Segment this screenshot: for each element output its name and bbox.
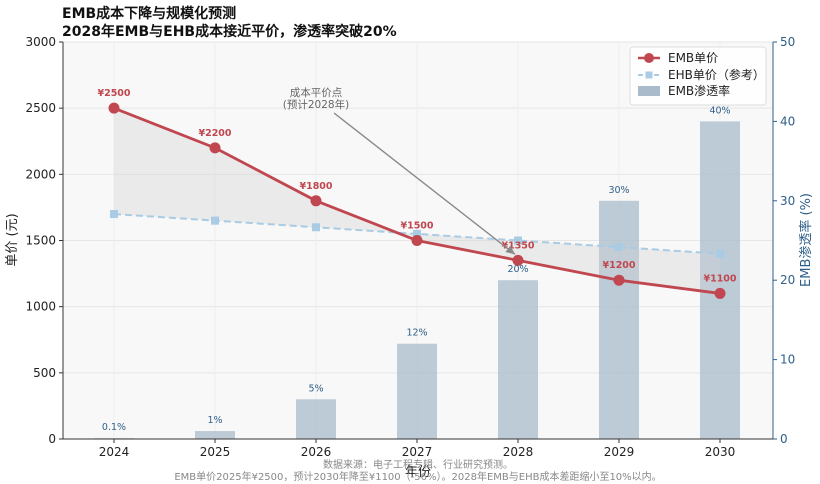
price-lines [108,102,726,299]
y-tick-label-left: 3000 [25,35,56,49]
ehb-point-2027 [413,229,421,238]
emb-label-2027: ¥1500 [400,221,433,232]
emb-point-2026 [310,195,322,207]
x-tick-label: 2024 [99,445,130,459]
legend-bar-swatch [638,86,660,96]
penetration-bars [94,121,740,440]
legend-bar-label: EMB渗透率 [668,83,730,98]
emb-point-2025 [209,142,221,154]
bar-label-2024: 0.1% [102,422,126,433]
y-tick-label-right: 30 [780,194,795,208]
bar-label-2028: 20% [507,264,528,275]
annotation-arrow [333,112,516,255]
y-tick-label-left: 2500 [25,101,56,115]
emb-label-2024: ¥2500 [97,88,130,99]
source-line-1: 数据来源：电子工程专辑、行业研究预测。 [323,458,513,471]
bar-2029 [599,200,639,439]
x-tick-label: 2025 [200,445,231,459]
legend: EMB单价 EHB单价（参考） EMB渗透率 [629,46,767,106]
ehb-point-2028 [514,236,522,245]
bar-2025 [195,431,235,439]
cost-gap-fill [114,108,720,294]
chart-title: EMB成本下降与规模化预测 [62,5,236,22]
bar-2028 [498,280,538,439]
y-tick-label-left: 1000 [25,300,56,314]
annotation: 成本平价点 (预计2028年) [283,86,516,255]
emb-point-2029 [613,274,625,286]
bar-label-2030: 40% [709,105,730,116]
legend-emb-marker [644,53,654,63]
bar-2030 [700,121,740,440]
y-tick-label-right: 50 [780,35,795,49]
data-labels: 0.1% 1% 5% 12% 20% 30% 40% ¥2500 ¥2200 ¥1800 ¥1500… [97,88,736,433]
annotation-arrowhead [505,245,515,255]
y-tick-label-left: 0 [48,432,56,446]
bar-2026 [296,399,336,439]
bar-2027 [397,343,437,439]
y-tick-label-right: 0 [780,432,788,446]
x-tick-label: 2030 [705,445,736,459]
bar-label-2026: 5% [308,383,323,394]
emb-label-2026: ¥1800 [299,181,332,192]
x-tick-label: 2028 [503,445,534,459]
emb-label-2029: ¥1200 [602,260,635,271]
emb-label-2025: ¥2200 [198,128,231,139]
x-tick-label: 2029 [604,445,635,459]
emb-point-2024 [108,102,120,114]
legend-ehb-marker [645,71,653,79]
y-axis-label-left: 单价 (元) [5,213,20,266]
emb-point-2030 [714,287,726,299]
gap-area [114,108,720,294]
ehb-point-2026 [312,223,320,232]
y-tick-label-right: 40 [780,114,795,128]
x-tick-label: 2027 [402,445,433,459]
bar-label-2029: 30% [608,185,629,196]
emb-label-2030: ¥1100 [703,273,736,284]
bar-label-2027: 12% [406,328,427,339]
ehb-point-2025 [211,216,219,225]
y-tick-label-right: 10 [780,353,795,367]
annotation-line-2: (预计2028年) [283,98,349,111]
x-axis-label: 年份 [405,465,431,480]
ehb-point-2030 [716,249,724,258]
y-tick-label-right: 20 [780,273,795,287]
emb-label-2028: ¥1350 [501,240,534,251]
ehb-point-2029 [615,243,623,252]
emb-point-2028 [512,254,524,266]
y-tick-label-left: 1500 [25,234,56,248]
legend-ehb-label: EHB单价（参考） [668,67,765,82]
legend-box [629,46,767,106]
annotation-line-1: 成本平价点 [290,86,343,99]
source-line-2: EMB单价2025年¥2500，预计2030年降至¥1100（-56%）。202… [174,470,661,483]
legend-emb-label: EMB单价 [668,51,718,65]
x-tick-label: 2026 [301,445,332,459]
chart-subtitle: 2028年EMB与EHB成本接近平价，渗透率突破20% [62,23,397,40]
bar-label-2025: 1% [207,415,222,426]
ehb-point-2024 [110,210,118,219]
y-tick-label-left: 2000 [25,167,56,181]
emb-point-2027 [411,235,423,246]
y-tick-label-left: 500 [33,366,56,380]
y-axis-label-right: EMB渗透率 (%) [798,193,814,287]
